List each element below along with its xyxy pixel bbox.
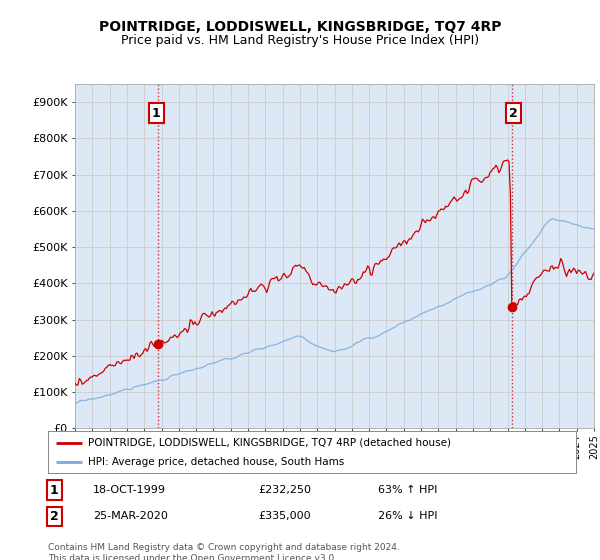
Text: 1: 1 (152, 106, 161, 119)
Text: 1: 1 (50, 483, 58, 497)
Text: Contains HM Land Registry data © Crown copyright and database right 2024.
This d: Contains HM Land Registry data © Crown c… (48, 543, 400, 560)
Text: POINTRIDGE, LODDISWELL, KINGSBRIDGE, TQ7 4RP: POINTRIDGE, LODDISWELL, KINGSBRIDGE, TQ7… (99, 20, 501, 34)
Text: Price paid vs. HM Land Registry's House Price Index (HPI): Price paid vs. HM Land Registry's House … (121, 34, 479, 46)
Text: 2: 2 (509, 106, 518, 119)
Text: 25-MAR-2020: 25-MAR-2020 (93, 511, 168, 521)
Text: 18-OCT-1999: 18-OCT-1999 (93, 485, 166, 495)
Text: £335,000: £335,000 (258, 511, 311, 521)
Text: £232,250: £232,250 (258, 485, 311, 495)
Text: 2: 2 (50, 510, 58, 523)
Text: 63% ↑ HPI: 63% ↑ HPI (378, 485, 437, 495)
Text: HPI: Average price, detached house, South Hams: HPI: Average price, detached house, Sout… (88, 457, 344, 467)
Text: POINTRIDGE, LODDISWELL, KINGSBRIDGE, TQ7 4RP (detached house): POINTRIDGE, LODDISWELL, KINGSBRIDGE, TQ7… (88, 437, 451, 447)
Text: 26% ↓ HPI: 26% ↓ HPI (378, 511, 437, 521)
